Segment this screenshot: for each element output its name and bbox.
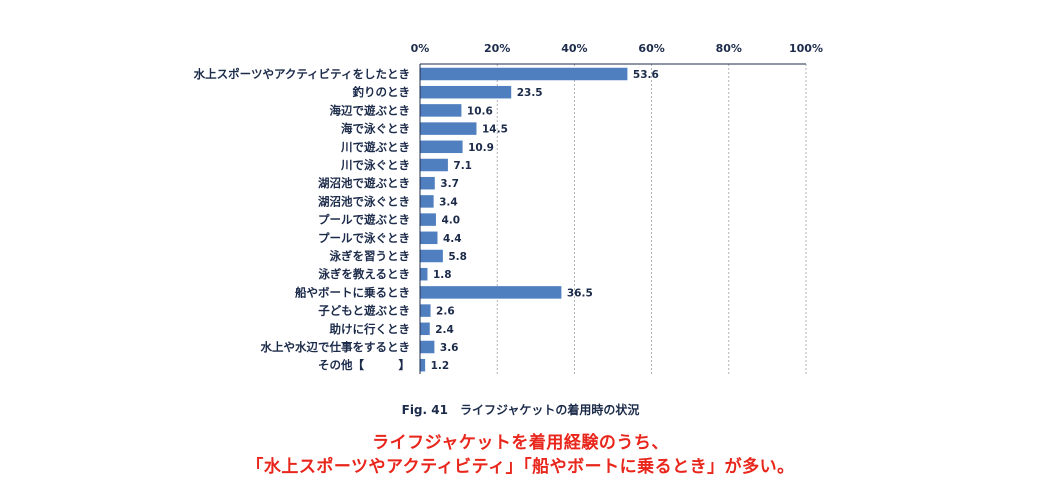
bar (420, 340, 435, 354)
bar (420, 195, 434, 208)
bar (420, 358, 426, 372)
bar (420, 104, 462, 117)
value-label: 14.5 (482, 124, 508, 136)
bar (420, 85, 512, 99)
figure-caption: Fig. 41 ライフジャケットの着用時の状況 (401, 403, 640, 417)
bar (420, 286, 562, 299)
bar (420, 249, 443, 263)
x-tick-label: 80% (716, 42, 742, 55)
category-label: 泳ぎを習うとき (330, 249, 411, 263)
value-label: 36.5 (567, 287, 593, 299)
category-label: 湖沼池で泳ぐとき (318, 194, 410, 208)
x-tick-label: 20% (484, 42, 510, 55)
value-label: 10.6 (467, 105, 493, 117)
x-tick-label: 100% (789, 42, 823, 55)
category-label: 水上や水辺で仕事をするとき (261, 340, 411, 354)
bar (420, 67, 628, 81)
category-label: プールで泳ぐとき (318, 231, 410, 245)
category-label: 川で泳ぐとき (340, 158, 410, 172)
bar (420, 231, 438, 245)
value-label: 2.4 (435, 324, 454, 336)
value-label: 7.1 (453, 160, 472, 172)
value-label: 3.7 (440, 178, 459, 190)
value-label: 4.4 (443, 233, 462, 245)
category-label: 釣りのとき (353, 85, 411, 99)
bar (420, 304, 431, 317)
value-label: 4.0 (441, 215, 460, 227)
category-label: 助けに行くとき (330, 322, 411, 336)
bar (420, 176, 435, 190)
headline-line-2: 「水上スポーツやアクティビティ」「船やボートに乗るとき」が多い。 (246, 457, 795, 477)
category-label: 水上スポーツやアクティビティをしたとき (194, 67, 410, 81)
value-label: 1.2 (431, 360, 450, 372)
category-label: 海辺で遊ぶとき (330, 103, 411, 117)
category-label: 湖沼池で遊ぶとき (318, 176, 410, 190)
headline-line-1: ライフジャケットを着用経験のうち、 (372, 433, 669, 453)
x-tick-label: 40% (561, 42, 587, 55)
category-label: プールで遊ぶとき (318, 213, 410, 227)
category-label: 泳ぎを教えるとき (318, 267, 410, 281)
category-label: その他【 】 (318, 358, 410, 372)
bar (420, 267, 428, 281)
bar-chart: 0% 20% 40% 60% 80% 100% 水上スポーツやアクティビティをしたとき 53.… (194, 42, 823, 374)
x-tick-label: 60% (638, 42, 664, 55)
value-label: 3.4 (439, 196, 458, 208)
value-label: 23.5 (517, 87, 543, 99)
bar (420, 140, 463, 154)
x-tick-label: 0% (411, 42, 430, 55)
category-label: 船やボートに乗るとき (295, 285, 410, 299)
category-label: 海で泳ぐとき (341, 122, 410, 136)
value-label: 1.8 (433, 269, 452, 281)
category-label: 川で遊ぶとき (340, 140, 410, 154)
bar (420, 322, 430, 336)
value-label: 10.9 (468, 142, 494, 154)
value-label: 2.6 (436, 306, 455, 318)
category-label: 子どもと遊ぶとき (318, 304, 410, 318)
value-label: 53.6 (633, 69, 659, 81)
bar (420, 213, 436, 226)
value-label: 5.8 (448, 251, 467, 263)
bar (420, 158, 448, 172)
bar (420, 122, 477, 135)
value-label: 3.6 (440, 342, 459, 354)
